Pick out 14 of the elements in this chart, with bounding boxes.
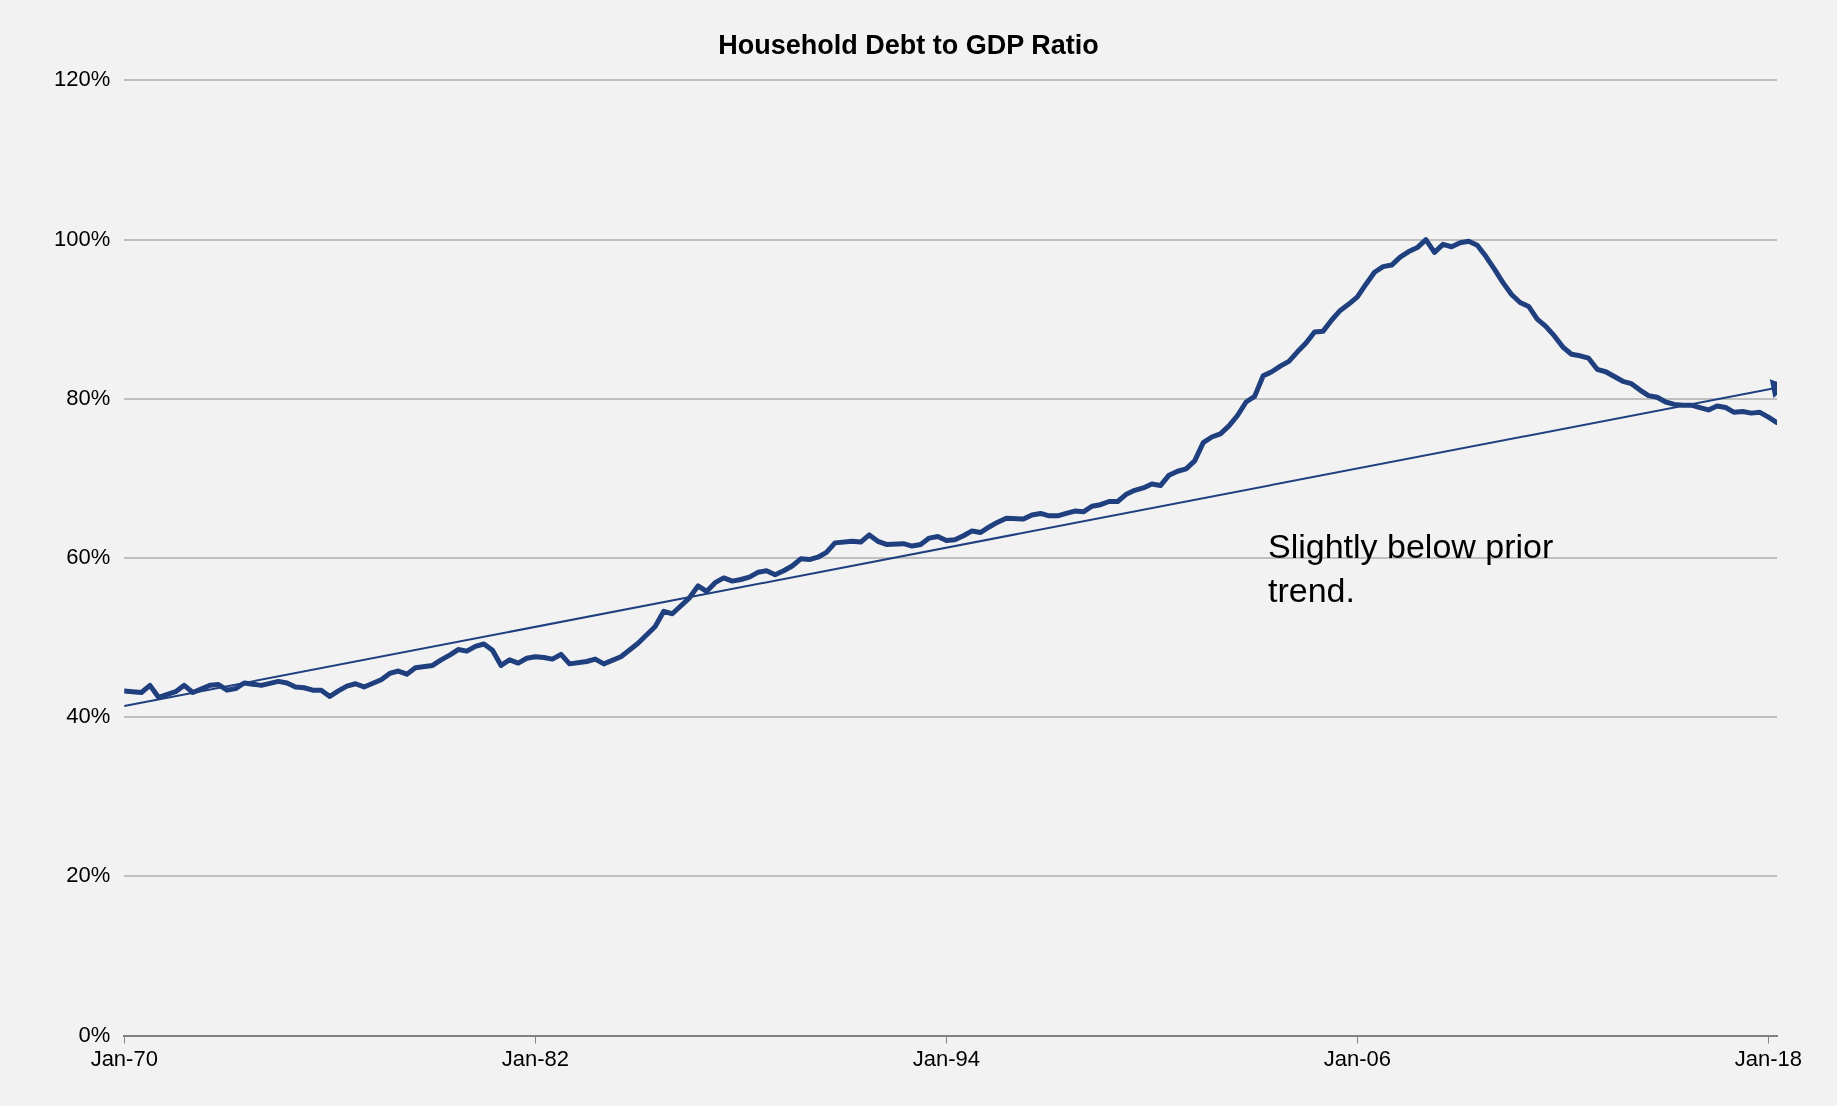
chart-title: Household Debt to GDP Ratio xyxy=(718,29,1099,60)
annotation: Slightly below prior trend. xyxy=(1267,527,1554,609)
y-tick-label: 80% xyxy=(66,384,111,410)
y-tick-label: 40% xyxy=(66,703,111,729)
x-tick-label: Jan-94 xyxy=(912,1045,980,1071)
y-tick-label: 120% xyxy=(53,66,111,92)
y-tick-label: 60% xyxy=(66,544,111,570)
x-tick-label: Jan-18 xyxy=(1734,1045,1803,1071)
y-tick-label: 100% xyxy=(53,225,111,251)
y-tick-label: 0% xyxy=(78,1021,111,1047)
x-tick-label: Jan-70 xyxy=(90,1045,158,1071)
x-tick-label: Jan-06 xyxy=(1323,1045,1392,1071)
x-tick-label: Jan-82 xyxy=(501,1045,569,1071)
y-tick-label: 20% xyxy=(66,862,111,888)
